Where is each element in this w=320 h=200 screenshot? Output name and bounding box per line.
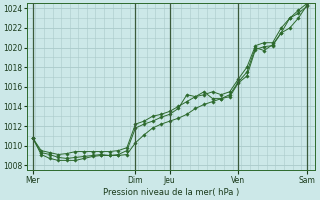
X-axis label: Pression niveau de la mer( hPa ): Pression niveau de la mer( hPa ) bbox=[103, 188, 239, 197]
